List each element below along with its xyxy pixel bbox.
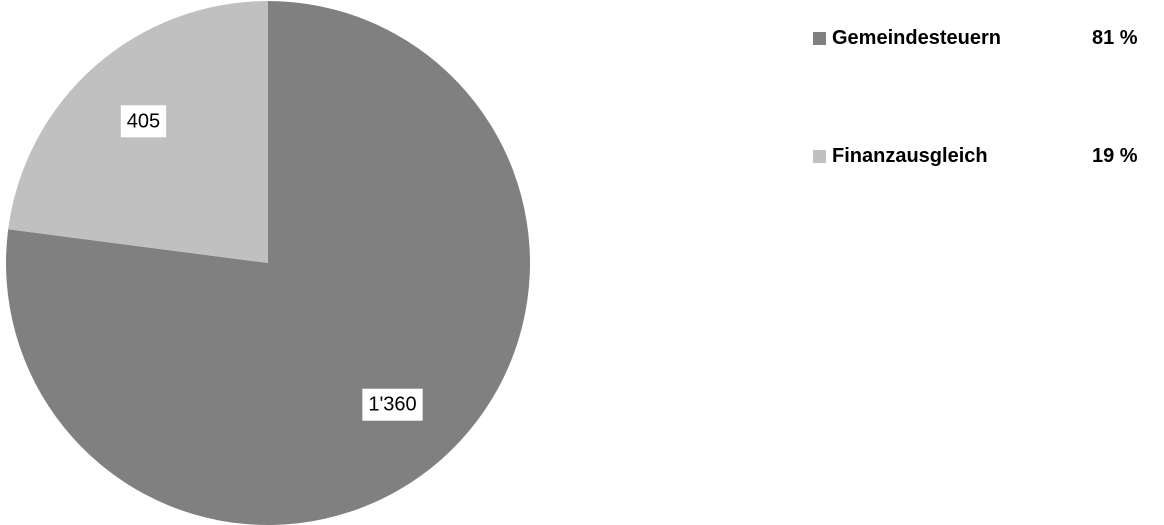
data-label-text-gemeindesteuern: 1'360 xyxy=(368,394,416,416)
data-label-box-finanzausgleich xyxy=(120,105,167,138)
legend-label-gemeindesteuern: Gemeindesteuern xyxy=(832,27,1001,49)
data-label-finanzausgleich: 405 xyxy=(120,105,167,138)
legend-item-finanzausgleich: Finanzausgleich 19 % xyxy=(813,142,1158,172)
legend-swatch-gemeindesteuern xyxy=(813,32,826,45)
data-label-box-gemeindesteuern xyxy=(362,388,423,421)
legend-percent-finanzausgleich: 19 % xyxy=(1092,145,1138,167)
legend-label-finanzausgleich: Finanzausgleich xyxy=(832,145,988,167)
data-label-gemeindesteuern: 1'360 xyxy=(362,388,423,421)
legend-swatch-finanzausgleich xyxy=(813,150,826,163)
data-label-text-finanzausgleich: 405 xyxy=(127,110,160,132)
legend-item-gemeindesteuern: Gemeindesteuern 81 % xyxy=(813,24,1158,54)
legend-percent-gemeindesteuern: 81 % xyxy=(1092,27,1138,49)
pie-plot-area: 1'360 405 xyxy=(6,1,530,525)
